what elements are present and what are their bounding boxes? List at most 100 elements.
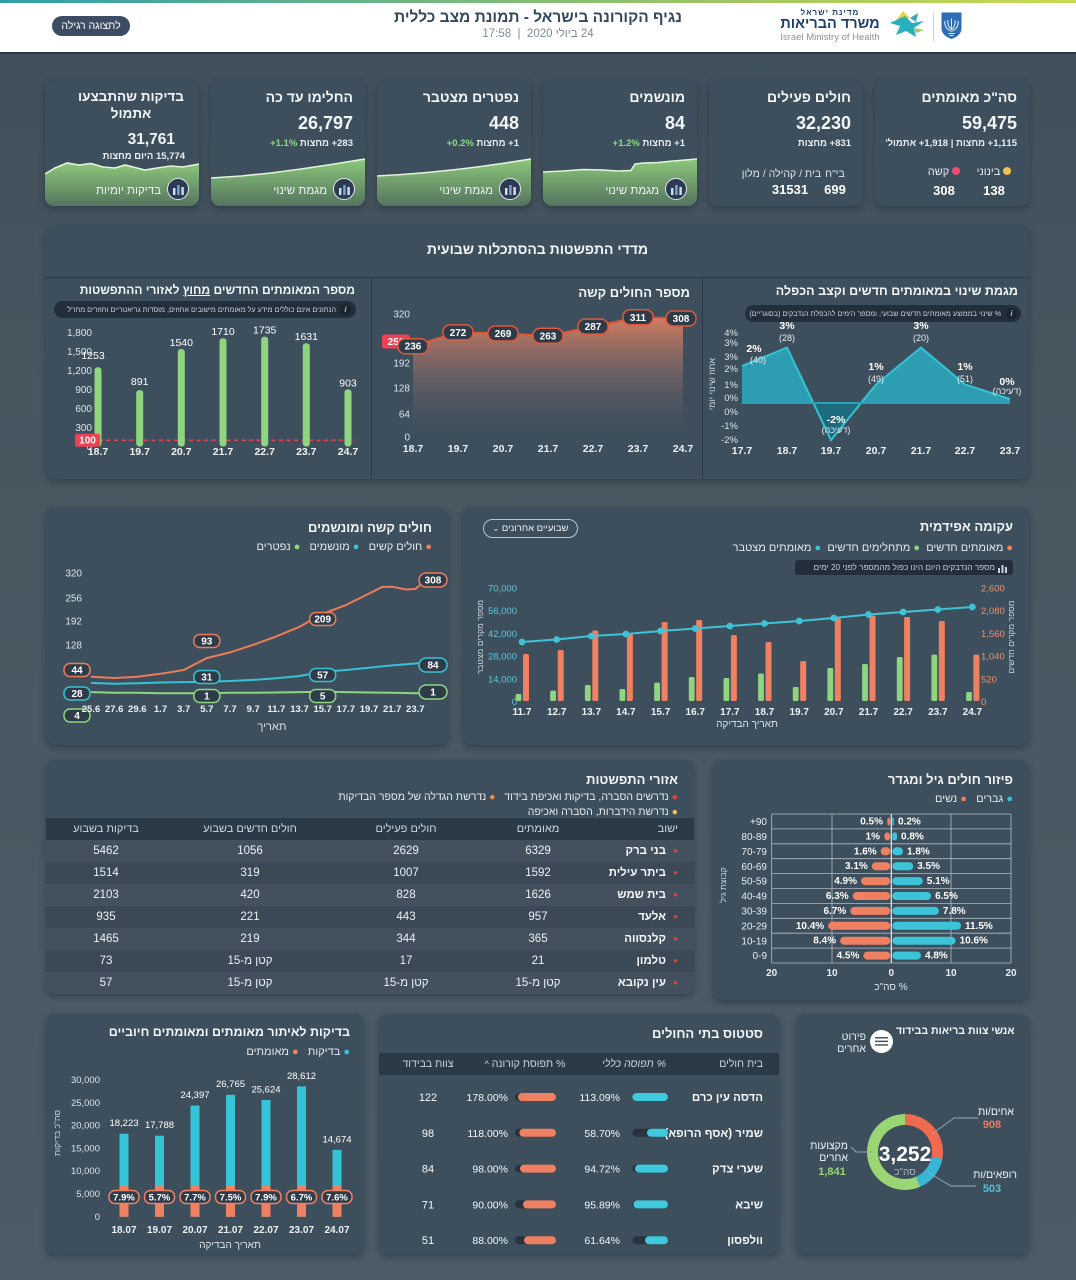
svg-text:21.7: 21.7 [911, 445, 932, 457]
svg-text:1.6%: 1.6% [854, 846, 877, 857]
svg-text:3%: 3% [724, 352, 738, 363]
svg-text:3%: 3% [724, 338, 738, 349]
svg-text:56,000: 56,000 [488, 606, 517, 617]
svg-text:256: 256 [65, 594, 82, 605]
svg-text:4%: 4% [724, 328, 738, 339]
svg-text:13.7: 13.7 [582, 707, 602, 718]
svg-text:320: 320 [393, 310, 410, 321]
svg-text:10: 10 [826, 968, 838, 979]
svg-text:192: 192 [393, 359, 410, 370]
svg-text:1: 1 [204, 692, 210, 703]
svg-text:שערי צדק: שערי צדק [712, 1164, 763, 1176]
svg-text:12.7: 12.7 [547, 707, 567, 718]
svg-text:27.6: 27.6 [105, 704, 124, 715]
svg-text:44: 44 [71, 666, 83, 677]
svg-text:+90: +90 [750, 817, 767, 828]
svg-text:70,000: 70,000 [488, 584, 517, 595]
svg-text:42,000: 42,000 [488, 629, 517, 640]
svg-text:18.7: 18.7 [777, 445, 798, 457]
svg-text:25,624: 25,624 [251, 1085, 280, 1096]
svg-text:2,080: 2,080 [981, 606, 1005, 617]
svg-text:0.5%: 0.5% [860, 817, 883, 828]
svg-text:1%: 1% [957, 361, 973, 373]
svg-text:320: 320 [65, 569, 82, 580]
svg-text:6.7%: 6.7% [291, 1193, 313, 1204]
svg-text:19.7: 19.7 [360, 704, 379, 715]
svg-text:אחים/ות: אחים/ות [978, 1106, 1014, 1118]
svg-text:28: 28 [71, 689, 83, 700]
svg-text:22.7: 22.7 [583, 443, 604, 455]
svg-text:אחרים: אחרים [819, 1152, 848, 1164]
svg-text:5.7: 5.7 [200, 704, 213, 715]
svg-text:269: 269 [495, 329, 512, 340]
svg-text:23.7: 23.7 [1000, 445, 1021, 457]
svg-text:18.07: 18.07 [111, 1225, 136, 1236]
svg-text:(49): (49) [868, 374, 884, 384]
svg-text:14.7: 14.7 [616, 707, 636, 718]
svg-text:1: 1 [430, 688, 436, 699]
svg-text:0%: 0% [999, 376, 1015, 388]
svg-text:300: 300 [75, 423, 92, 434]
svg-text:192: 192 [65, 617, 82, 628]
svg-text:40-49: 40-49 [741, 892, 767, 903]
svg-text:118.00%: 118.00% [467, 1128, 508, 1140]
svg-text:20.7: 20.7 [171, 446, 192, 458]
svg-text:58.70%: 58.70% [584, 1128, 620, 1140]
svg-text:128: 128 [393, 384, 410, 395]
svg-text:19.7: 19.7 [821, 445, 842, 457]
svg-text:178.00%: 178.00% [467, 1092, 508, 1104]
svg-text:5: 5 [320, 692, 326, 703]
svg-text:4.8%: 4.8% [925, 951, 948, 962]
svg-text:28,612: 28,612 [287, 1071, 316, 1082]
svg-text:3.1%: 3.1% [845, 861, 868, 872]
svg-text:6.3%: 6.3% [826, 891, 849, 902]
svg-text:4: 4 [74, 711, 80, 722]
svg-text:4.5%: 4.5% [837, 951, 860, 962]
svg-text:1%: 1% [868, 361, 884, 373]
svg-text:122: 122 [419, 1092, 437, 1104]
svg-text:11.7: 11.7 [267, 704, 285, 715]
svg-text:1,800: 1,800 [67, 328, 92, 339]
svg-text:50-59: 50-59 [741, 877, 767, 888]
svg-text:90.00%: 90.00% [472, 1199, 508, 1211]
svg-text:80-89: 80-89 [741, 832, 767, 843]
svg-text:סה"כ: סה"כ [894, 1167, 916, 1178]
svg-text:0%: 0% [724, 393, 738, 404]
svg-text:1735: 1735 [253, 325, 277, 337]
svg-text:263: 263 [540, 331, 557, 342]
svg-text:8.4%: 8.4% [813, 936, 836, 947]
svg-text:7.6%: 7.6% [326, 1193, 348, 1204]
svg-text:29.6: 29.6 [128, 704, 147, 715]
svg-text:14,674: 14,674 [322, 1134, 351, 1145]
svg-text:22.7: 22.7 [893, 707, 913, 718]
svg-text:18.7: 18.7 [88, 446, 109, 458]
svg-text:18.7: 18.7 [755, 707, 775, 718]
svg-text:22.7: 22.7 [955, 445, 976, 457]
svg-text:308: 308 [673, 314, 690, 325]
svg-text:209: 209 [314, 615, 331, 626]
svg-text:908: 908 [983, 1119, 1001, 1131]
svg-text:21.7: 21.7 [859, 707, 879, 718]
svg-text:24.7: 24.7 [338, 446, 359, 458]
svg-text:(20): (20) [913, 333, 929, 343]
svg-text:1631: 1631 [295, 331, 319, 343]
svg-text:(40): (40) [750, 355, 766, 365]
svg-text:18,223: 18,223 [109, 1118, 138, 1129]
svg-text:5,000: 5,000 [76, 1189, 100, 1200]
svg-text:6.5%: 6.5% [935, 891, 958, 902]
svg-text:22.7: 22.7 [254, 446, 275, 458]
svg-text:24.07: 24.07 [324, 1225, 349, 1236]
svg-text:1%: 1% [866, 831, 881, 842]
svg-text:31: 31 [201, 673, 213, 684]
svg-text:-1%: -1% [721, 421, 738, 432]
svg-text:1,200: 1,200 [67, 366, 92, 377]
svg-text:21.7: 21.7 [538, 443, 559, 455]
svg-text:5.7%: 5.7% [149, 1193, 171, 1204]
svg-text:84: 84 [427, 661, 439, 672]
svg-text:30,000: 30,000 [71, 1075, 100, 1086]
svg-text:0%: 0% [724, 407, 738, 418]
svg-text:0: 0 [404, 433, 410, 444]
svg-text:520: 520 [981, 674, 997, 685]
svg-text:60-69: 60-69 [741, 862, 767, 873]
svg-text:7.7: 7.7 [223, 704, 236, 715]
